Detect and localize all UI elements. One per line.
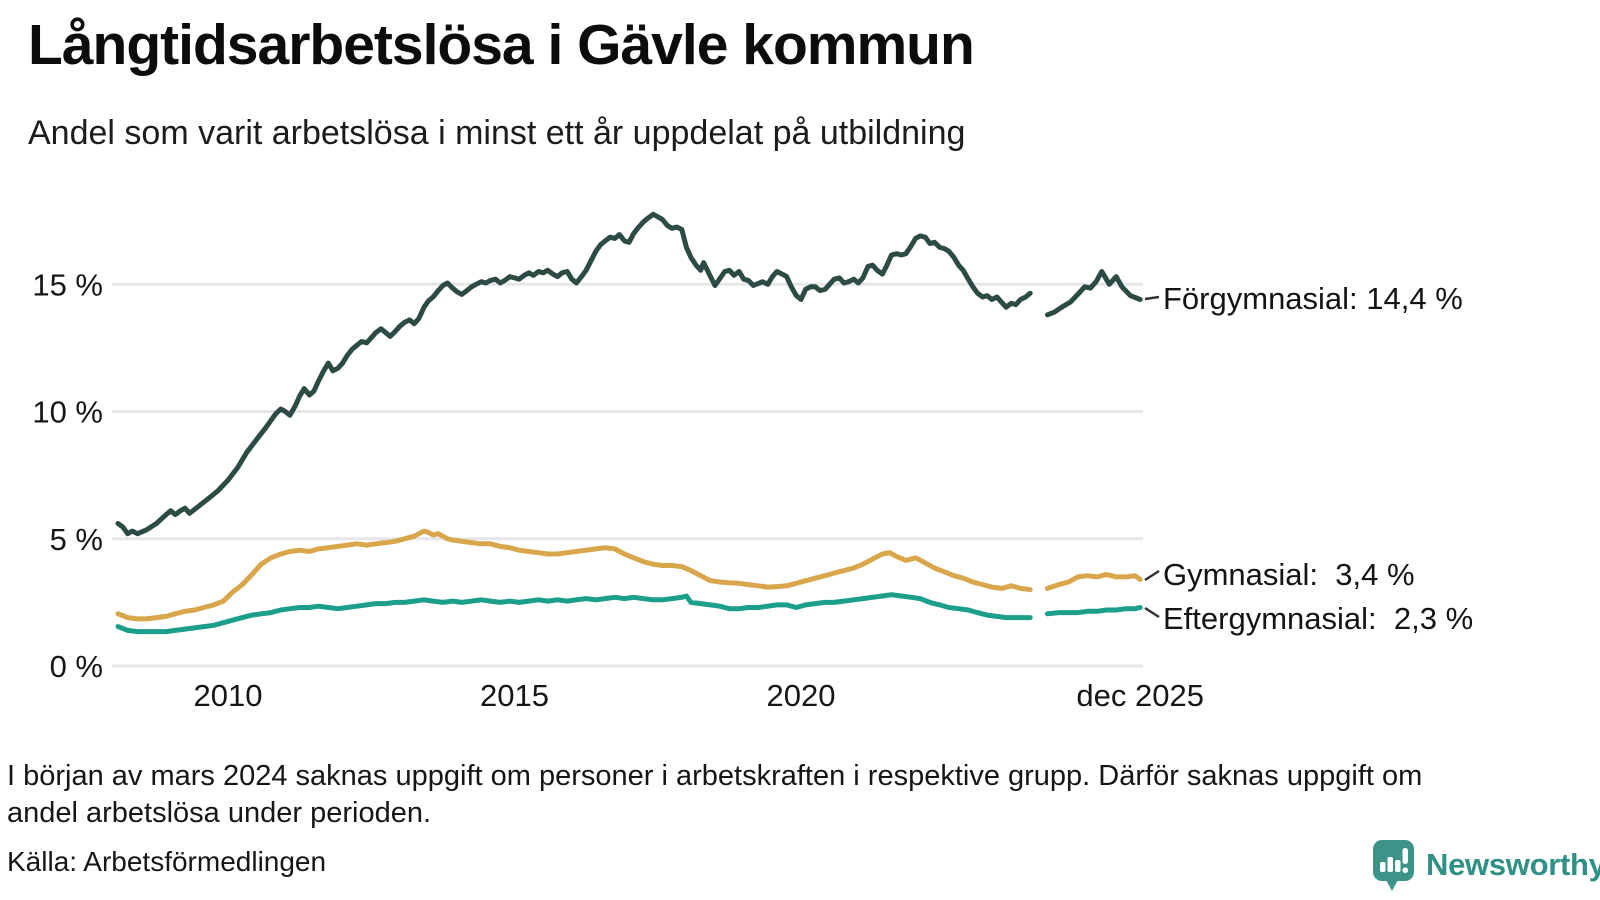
series-label-forgymnasial: Förgymnasial: 14,4 % — [1163, 281, 1463, 316]
series-layer — [115, 211, 1143, 635]
source-text: Källa: Arbetsförmedlingen — [7, 846, 327, 877]
y-axis-tick-label: 5 % — [50, 522, 103, 557]
gridlines-layer — [112, 282, 1143, 668]
y-axis-tick-label: 0 % — [50, 649, 103, 684]
footnote-line-2: andel arbetslösa under perioden. — [7, 797, 432, 829]
newsworthy-icon — [1373, 840, 1414, 891]
connector-forgymnasial — [1144, 295, 1160, 301]
x-axis-tick-label: 2010 — [194, 678, 263, 713]
page-subtitle: Andel som varit arbetslösa i minst ett å… — [28, 114, 966, 152]
series-line-eftergymnasial — [115, 592, 1143, 635]
x-axis-tick-label: 2020 — [767, 678, 836, 713]
y-axis-tick-label: 10 % — [32, 395, 103, 430]
series-label-gymnasial: Gymnasial: 3,4 % — [1163, 557, 1415, 592]
axis-labels-layer: 0 % 5 % 10 % 15 % 2010 2015 2020 dec 2025 — [32, 267, 1204, 713]
connector-eftergymnasial — [1144, 606, 1160, 619]
x-axis-tick-label: 2015 — [480, 678, 549, 713]
newsworthy-logo: Newsworthy — [1370, 838, 1600, 892]
series-label-eftergymnasial: Eftergymnasial: 2,3 % — [1163, 601, 1474, 636]
x-axis-tick-label: dec 2025 — [1076, 678, 1204, 713]
series-line-forgymnasial — [115, 211, 1143, 537]
label-connectors — [1144, 295, 1160, 619]
connector-gymnasial — [1144, 569, 1160, 582]
footnote: I början av mars 2024 saknas uppgift om … — [7, 758, 1422, 832]
newsworthy-wordmark: Newsworthy — [1426, 847, 1600, 882]
y-axis-tick-label: 15 % — [32, 267, 103, 302]
series-line-gymnasial — [115, 528, 1143, 622]
page-title: Långtidsarbetslösa i Gävle kommun — [28, 13, 975, 77]
footnote-line-1: I början av mars 2024 saknas uppgift om … — [7, 760, 1423, 792]
